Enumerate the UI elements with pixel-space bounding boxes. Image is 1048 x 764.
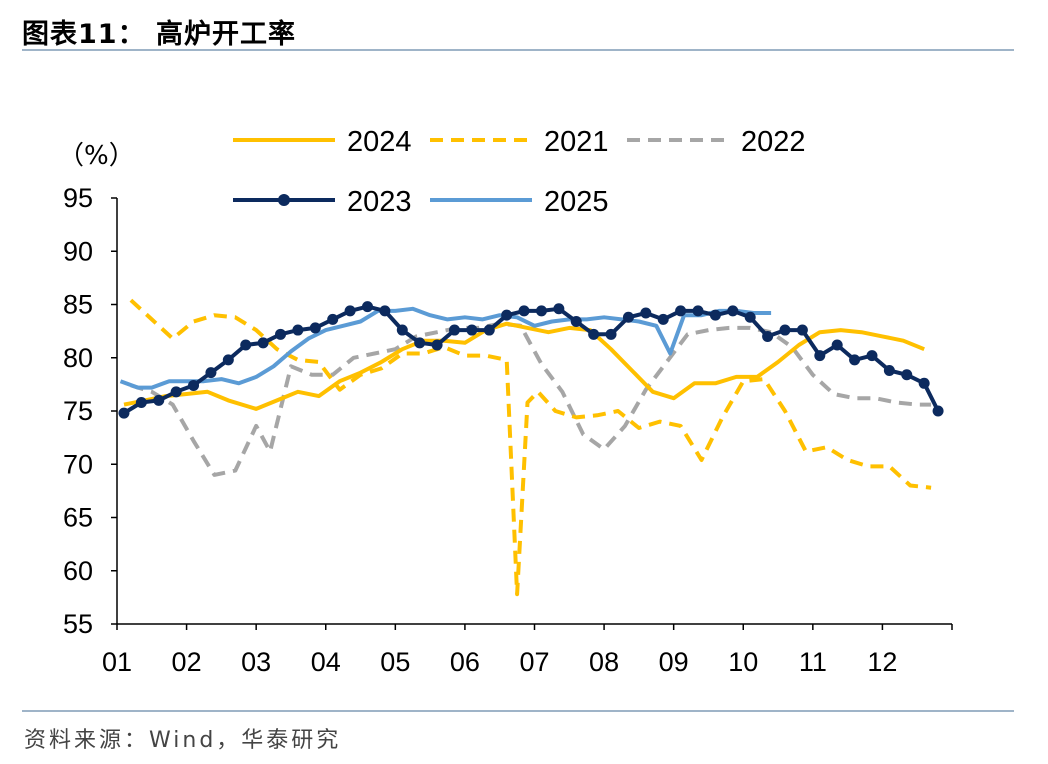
x-tick-label: 10 (728, 647, 758, 677)
series-point-2023 (535, 305, 547, 317)
series-point-2023 (692, 305, 704, 317)
y-tick-label: 75 (63, 396, 93, 426)
x-tick-label: 01 (102, 647, 132, 677)
series-point-2023 (448, 324, 460, 336)
bottom-divider (22, 710, 1014, 712)
y-tick-label: 85 (63, 290, 93, 320)
series-point-2023 (814, 350, 826, 362)
series-point-2023 (622, 311, 634, 323)
y-tick-label: 65 (63, 503, 93, 533)
series-line-2025 (119, 306, 772, 390)
series-line-2024 (123, 321, 925, 411)
series-point-2023 (518, 305, 530, 317)
series-point-2023 (675, 305, 687, 317)
y-tick-label: 70 (63, 449, 93, 479)
series-point-2023 (275, 328, 287, 340)
series-point-2023 (466, 324, 478, 336)
series-point-2023 (657, 313, 669, 325)
series-point-2023 (866, 350, 878, 362)
x-tick-label: 02 (172, 647, 202, 677)
series-point-2023 (831, 339, 843, 351)
series-point-2023 (588, 328, 600, 340)
series-point-2023 (431, 339, 443, 351)
y-tick-label: 60 (63, 556, 93, 586)
series-point-2023 (327, 313, 339, 325)
series-point-2023 (744, 311, 756, 323)
series-point-2023 (727, 305, 739, 317)
x-tick-label: 06 (450, 647, 480, 677)
series-point-2023 (605, 328, 617, 340)
series-point-2023 (309, 322, 321, 334)
x-tick-label: 07 (519, 647, 549, 677)
x-tick-label: 04 (311, 647, 341, 677)
x-tick-label: 08 (589, 647, 619, 677)
series-point-2023 (709, 309, 721, 321)
legend-label-2022: 2022 (741, 126, 806, 158)
series-point-2023 (135, 396, 147, 408)
series-point-2023 (901, 369, 913, 381)
series-point-2023 (379, 305, 391, 317)
series-point-2023 (292, 324, 304, 336)
legend-label-2021: 2021 (544, 126, 609, 158)
series-point-2023 (188, 379, 200, 391)
series-line-2022 (130, 321, 932, 477)
series-point-2023 (640, 307, 652, 319)
series-point-2023 (779, 324, 791, 336)
chart-title: 图表11： 高炉开工率 (22, 19, 296, 50)
series-point-2023 (205, 367, 217, 379)
series-point-2023 (570, 316, 582, 328)
series-point-2023 (240, 339, 252, 351)
series-point-2023 (257, 337, 269, 349)
y-tick-label: 90 (63, 236, 93, 266)
series-point-2023 (932, 405, 944, 417)
series-point-2023 (118, 407, 130, 419)
x-tick-label: 12 (867, 647, 897, 677)
y-tick-label: 55 (63, 609, 93, 639)
series-line-2021 (129, 298, 932, 597)
series-point-2023 (362, 301, 373, 313)
series-point-2023 (344, 305, 356, 317)
x-tick-label: 05 (380, 647, 410, 677)
top-divider (22, 49, 1014, 51)
series-point-2023 (849, 354, 861, 366)
series-point-2023 (553, 303, 565, 315)
series-point-2023 (170, 386, 182, 398)
series-point-2023 (153, 394, 165, 406)
series-point-2023 (918, 377, 930, 389)
series-point-2023 (222, 354, 234, 366)
legend-label-2024: 2024 (347, 126, 412, 158)
series-point-2023 (414, 337, 426, 349)
y-unit-label: （%） (58, 141, 135, 171)
x-tick-label: 11 (799, 647, 827, 677)
x-tick-label: 09 (659, 647, 689, 677)
series-point-2023 (501, 309, 513, 321)
legend-label-2025: 2025 (544, 186, 609, 218)
series-point-2023 (796, 324, 808, 336)
series-point-2023 (396, 324, 408, 336)
legend-marker-2023 (278, 194, 290, 206)
series-point-2023 (762, 330, 774, 342)
y-tick-label: 95 (63, 183, 93, 213)
source-note: 资料来源：Wind，华泰研究 (24, 728, 342, 753)
series-point-2023 (883, 365, 895, 377)
x-tick-label: 03 (241, 647, 271, 677)
series-point-2023 (483, 324, 495, 336)
legend-label-2023: 2023 (347, 186, 412, 218)
y-tick-label: 80 (63, 343, 93, 373)
